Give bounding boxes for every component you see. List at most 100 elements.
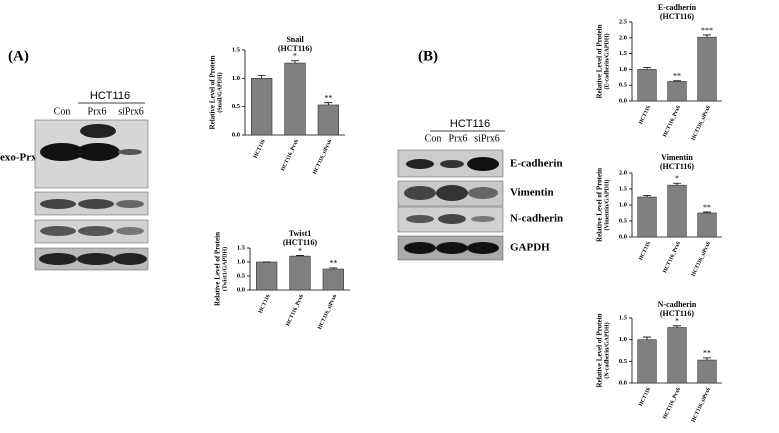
chart-subtitle: (HCT116) bbox=[660, 12, 695, 21]
cell-line: HCT116 bbox=[90, 90, 130, 102]
bar-chart: N-cadherin(HCT116) Relative Level of Prot… bbox=[596, 300, 722, 423]
lane-label: siPrx6 bbox=[118, 106, 144, 117]
protein-label: N-cadherin bbox=[510, 213, 563, 225]
bar bbox=[667, 327, 687, 384]
y-tick-label: 0.0 bbox=[237, 286, 245, 293]
lane-label: Prx6 bbox=[449, 133, 468, 144]
error-bar bbox=[291, 60, 299, 64]
significance: ** bbox=[703, 349, 711, 358]
y-axis-label: Relative Level of Protein bbox=[209, 55, 217, 129]
chart-title: N-cadherin bbox=[658, 300, 697, 309]
y-axis-label: (Twist1/GAPDH) bbox=[221, 247, 228, 291]
y-axis-label: Relative Level of Protein bbox=[596, 313, 604, 387]
protein-label: E-cadherin bbox=[510, 158, 563, 170]
significance: ** bbox=[703, 203, 711, 212]
chart-title: Snail bbox=[286, 35, 304, 44]
y-tick-label: 1.0 bbox=[237, 258, 245, 265]
y-axis-label: (Vimentin/GAPDH) bbox=[603, 179, 610, 230]
error-bar bbox=[703, 34, 711, 38]
error-bar bbox=[296, 255, 304, 257]
y-tick-label: 0.5 bbox=[237, 272, 246, 279]
bar bbox=[637, 339, 657, 384]
y-tick-label: 1.0 bbox=[232, 75, 240, 82]
y-tick-label: 1.0 bbox=[619, 66, 627, 73]
significance: ** bbox=[329, 259, 337, 268]
y-tick-label: 2.5 bbox=[619, 18, 628, 25]
y-tick-label: 1.5 bbox=[237, 244, 246, 251]
error-bar bbox=[673, 80, 681, 82]
error-bar bbox=[329, 267, 338, 269]
error-bar bbox=[703, 211, 711, 213]
y-tick-label: 1.5 bbox=[619, 314, 628, 321]
lane-label: siPrx6 bbox=[474, 133, 500, 144]
y-axis-label: (Snail/GAPDH) bbox=[216, 72, 223, 112]
bar bbox=[667, 184, 687, 238]
panel-label: (B) bbox=[418, 48, 438, 64]
bar bbox=[697, 212, 717, 238]
y-tick-label: 0.0 bbox=[232, 131, 240, 138]
lane-label: Con bbox=[54, 106, 71, 117]
y-axis-label: Relative Level of Protein bbox=[596, 24, 604, 98]
bar bbox=[289, 255, 311, 291]
y-tick-label: 2.0 bbox=[619, 169, 627, 176]
y-tick-label: 0.5 bbox=[619, 82, 628, 89]
significance: * bbox=[675, 174, 679, 183]
protein-label: Vimentin bbox=[510, 187, 554, 199]
y-tick-label: 0.0 bbox=[619, 233, 627, 240]
lane-label: Prx6 bbox=[88, 106, 107, 117]
blot-a: HCT116 Con Prx6 siPrx6 exo-Prx6→ bbox=[0, 90, 149, 271]
y-axis-label: Relative Level of Protein bbox=[596, 168, 604, 242]
y-axis-label: (N-cadherin/GAPDH) bbox=[603, 322, 610, 378]
y-tick-label: 1.0 bbox=[619, 336, 627, 343]
error-bar bbox=[324, 102, 333, 105]
protein-label: GAPDH bbox=[510, 242, 550, 254]
y-tick-label: 1.5 bbox=[232, 46, 241, 53]
bar bbox=[322, 268, 344, 291]
y-tick-label: 1.5 bbox=[619, 185, 628, 192]
y-tick-label: 0.5 bbox=[619, 217, 628, 224]
significance: * bbox=[298, 246, 302, 255]
error-bar bbox=[643, 67, 651, 70]
bar bbox=[284, 62, 306, 136]
bar bbox=[317, 104, 339, 136]
bar bbox=[251, 78, 273, 136]
bar bbox=[256, 261, 278, 291]
error-bar bbox=[673, 182, 681, 186]
y-tick-label: 1.0 bbox=[619, 201, 627, 208]
y-tick-label: 0.5 bbox=[619, 358, 628, 365]
cell-line: HCT116 bbox=[450, 118, 490, 130]
y-axis-label: Relative Level of Protein bbox=[214, 232, 222, 306]
bar bbox=[697, 359, 717, 384]
chart-title: Vimentin bbox=[661, 153, 693, 162]
error-bar bbox=[257, 75, 266, 79]
chart-subtitle: (HCT116) bbox=[660, 162, 695, 171]
chart-subtitle: (HCT116) bbox=[283, 238, 318, 247]
y-axis-label: (E-cadherin/GAPDH) bbox=[603, 34, 610, 90]
chart-subtitle: (HCT116) bbox=[660, 309, 695, 318]
significance: * bbox=[675, 317, 679, 326]
y-tick-label: 0.0 bbox=[619, 97, 627, 104]
significance: * bbox=[293, 52, 297, 61]
bar bbox=[697, 36, 717, 102]
significance: *** bbox=[701, 26, 713, 35]
error-bar bbox=[643, 195, 651, 197]
error-bar bbox=[643, 336, 651, 340]
chart-subtitle: (HCT116) bbox=[278, 44, 313, 53]
y-tick-label: 0.5 bbox=[232, 103, 241, 110]
chart-title: E-cadherin bbox=[658, 3, 697, 12]
bar-chart: Vimentin(HCT116) Relative Level of Protei… bbox=[596, 153, 722, 277]
bar bbox=[637, 196, 657, 238]
significance: ** bbox=[324, 94, 332, 103]
y-tick-label: 0.0 bbox=[619, 379, 627, 386]
y-tick-label: 2.0 bbox=[619, 34, 627, 41]
bar bbox=[637, 69, 657, 102]
error-bar bbox=[673, 325, 681, 328]
y-tick-label: 1.5 bbox=[619, 50, 628, 57]
error-bar bbox=[703, 357, 711, 361]
panel-label: (A) bbox=[8, 48, 29, 64]
lane-label: Con bbox=[425, 133, 442, 144]
blot-b: HCT116 Con Prx6 siPrx6 E-cadherin Viment… bbox=[397, 118, 563, 261]
chart-title: Twist1 bbox=[289, 229, 312, 238]
